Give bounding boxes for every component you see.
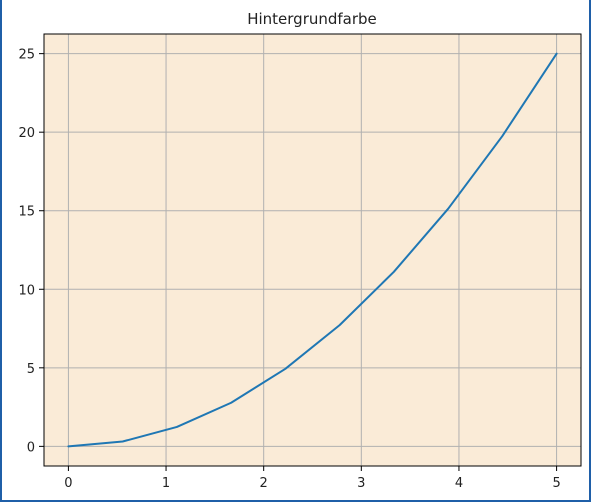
x-axis: 0 1 2 3 4 5 xyxy=(64,466,561,491)
y-axis: 0 5 10 15 20 25 xyxy=(18,48,44,455)
x-tick-label: 3 xyxy=(357,476,365,491)
y-tick-label: 25 xyxy=(18,48,35,63)
chart-title: Hintergrundfarbe xyxy=(247,10,377,28)
y-tick-label: 15 xyxy=(18,205,35,220)
y-tick-label: 20 xyxy=(18,126,35,141)
x-tick-label: 2 xyxy=(260,476,268,491)
y-tick-label: 10 xyxy=(18,283,35,298)
y-tick-label: 0 xyxy=(27,440,35,455)
plot-border xyxy=(43,33,582,467)
x-tick-label: 1 xyxy=(162,476,170,491)
y-tick-label: 5 xyxy=(27,362,35,377)
plot-area xyxy=(44,34,581,466)
series-layer xyxy=(67,52,558,448)
series-line xyxy=(67,52,558,448)
x-tick-label: 5 xyxy=(552,476,560,491)
x-tick-label: 4 xyxy=(455,476,463,491)
x-tick-label: 0 xyxy=(64,476,72,491)
grid-lines xyxy=(44,34,581,466)
